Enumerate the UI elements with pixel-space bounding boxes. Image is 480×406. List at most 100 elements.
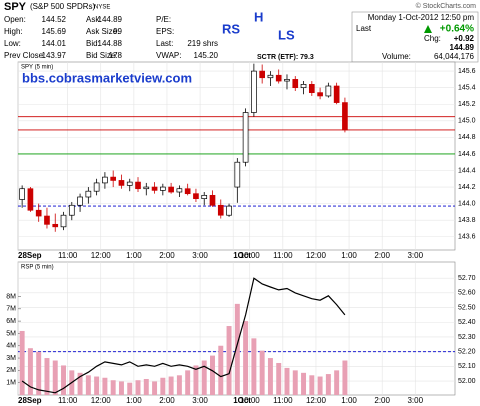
volume-bar — [325, 374, 331, 395]
plot-area — [17, 61, 456, 251]
x-tick-label: 2:00 — [374, 251, 390, 260]
volume-tick-label: 6M — [6, 318, 16, 325]
volume-bar — [309, 375, 315, 395]
x-tick-label: 11:00 — [273, 251, 293, 260]
volume-tick-label: 2M — [6, 367, 16, 374]
quote-value: 144.01 — [42, 39, 67, 48]
volume-bar — [152, 381, 158, 395]
chg-label: Chg: — [424, 34, 441, 43]
y-tick-label: 144.4 — [458, 167, 476, 174]
candle-body — [184, 188, 191, 195]
volume-bar — [226, 326, 232, 395]
quote-label: Last: — [156, 39, 173, 48]
volume-bar — [127, 382, 133, 395]
y-tick-label: 145.6 — [458, 68, 476, 75]
y-tick-label: 145.2 — [458, 101, 476, 108]
panel-title: SPY (5 min) — [21, 65, 53, 71]
x-tick-label: 3:00 — [407, 396, 423, 405]
volume-bar — [160, 377, 166, 395]
y-tick-label: 143.8 — [458, 217, 476, 224]
candle-body — [160, 186, 166, 191]
x-tick-label: 3:00 — [192, 396, 208, 405]
volume-bar — [102, 377, 108, 395]
y-tick-label: 52.10 — [458, 363, 476, 370]
volume-bar — [251, 338, 257, 395]
volume-bar — [118, 381, 124, 395]
credit: © StockCharts.com — [416, 2, 477, 10]
annotation: bbs.cobrasmarketview.com — [22, 70, 192, 85]
y-tick-label: 144.6 — [458, 151, 476, 158]
candle-body — [226, 205, 232, 216]
quote-label: P/E: — [156, 15, 171, 24]
quote-value: 143.97 — [42, 51, 67, 60]
quote-label: Bid: — [86, 39, 100, 48]
quote-label: Low: — [4, 39, 21, 48]
quote-label: High: — [4, 27, 23, 36]
x-tick-label: 28Sep — [18, 251, 42, 260]
volume-bar — [94, 376, 100, 395]
x-tick-label: 12:00 — [306, 396, 327, 405]
volume-bar — [218, 345, 224, 395]
candle-body — [333, 85, 340, 103]
volume-bar — [267, 358, 273, 395]
x-tick-label: 1:00 — [126, 396, 142, 405]
quote-label: VWAP: — [156, 51, 181, 60]
volume-tick-label: 7M — [6, 306, 16, 313]
volume-bar — [176, 375, 182, 395]
x-tick-label: 11:00 — [273, 396, 293, 405]
candle-body — [209, 194, 216, 206]
volume-label: Volume: — [382, 52, 411, 61]
x-tick-label: 2:00 — [159, 396, 175, 405]
x-tick-label: 1:00 — [341, 396, 357, 405]
y-tick-label: 52.30 — [458, 334, 476, 341]
quote-value: 178 — [109, 51, 123, 60]
candle-body — [68, 204, 75, 216]
y-tick-label: 145.4 — [458, 85, 476, 92]
candle-body — [259, 70, 265, 79]
symbol: SPY — [4, 1, 27, 13]
x-tick-label: 11:00 — [58, 251, 78, 260]
volume-bar — [259, 350, 265, 395]
y-tick-label: 52.70 — [458, 275, 476, 282]
candle-body — [308, 84, 315, 93]
volume-bar — [334, 370, 340, 395]
quote-value: 99 — [113, 27, 122, 36]
y-tick-label: 145.0 — [458, 118, 476, 125]
candle-body — [251, 70, 257, 113]
x-tick-label: 12:00 — [91, 251, 112, 260]
volume-bar — [52, 360, 58, 395]
volume-bar — [77, 372, 83, 395]
y-tick-label: 52.60 — [458, 290, 476, 297]
candle-body — [193, 193, 199, 200]
candle-body — [85, 190, 92, 198]
candle-body — [102, 176, 108, 184]
volume-tick-label: 3M — [6, 355, 16, 362]
x-tick-label: 3:00 — [192, 251, 208, 260]
up-arrow — [424, 25, 432, 33]
volume-bar — [193, 365, 199, 395]
x-tick-label: 10:00 — [240, 396, 261, 405]
candle-body — [300, 84, 307, 89]
x-tick-label: 3:00 — [407, 251, 423, 260]
volume-bar — [143, 378, 149, 395]
y-tick-label: 144.0 — [458, 200, 476, 207]
candle-body — [118, 180, 125, 186]
annotation: SCTR (ETF): 79.3 — [257, 54, 314, 61]
quote-value: 145.69 — [42, 27, 67, 36]
y-tick-label: 52.20 — [458, 348, 476, 355]
last-label: Last — [356, 24, 372, 33]
volume-bar — [19, 330, 25, 395]
x-tick-label: 1:00 — [126, 251, 142, 260]
volume-bar — [185, 370, 191, 395]
annotation: H — [254, 9, 263, 24]
volume-bar — [135, 380, 141, 395]
y-tick-label: 143.6 — [458, 234, 476, 241]
candle-body — [342, 102, 348, 131]
quote-value: 219 shrs — [187, 39, 218, 48]
candle-body — [35, 209, 42, 217]
volume-bar — [168, 376, 174, 395]
candle-body — [176, 188, 183, 193]
candle-body — [275, 74, 282, 82]
